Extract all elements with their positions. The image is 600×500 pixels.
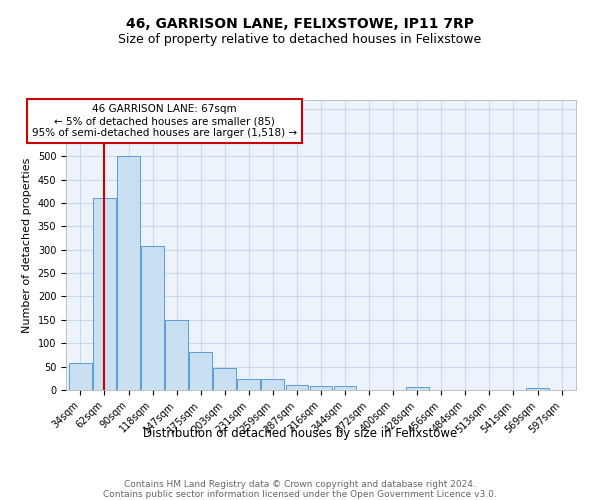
Bar bbox=[238, 379, 260, 390]
Bar bbox=[526, 388, 549, 390]
Bar bbox=[214, 368, 236, 390]
Text: 46, GARRISON LANE, FELIXSTOWE, IP11 7RP: 46, GARRISON LANE, FELIXSTOWE, IP11 7RP bbox=[126, 18, 474, 32]
Text: Contains HM Land Registry data © Crown copyright and database right 2024.
Contai: Contains HM Land Registry data © Crown c… bbox=[103, 480, 497, 500]
Bar bbox=[310, 386, 332, 390]
Text: 46 GARRISON LANE: 67sqm
← 5% of detached houses are smaller (85)
95% of semi-det: 46 GARRISON LANE: 67sqm ← 5% of detached… bbox=[32, 104, 297, 138]
Bar bbox=[286, 385, 308, 390]
Text: Distribution of detached houses by size in Felixstowe: Distribution of detached houses by size … bbox=[143, 428, 457, 440]
Bar bbox=[141, 246, 164, 390]
Bar bbox=[165, 320, 188, 390]
Bar bbox=[262, 379, 284, 390]
Bar bbox=[69, 364, 92, 390]
Bar bbox=[189, 352, 212, 390]
Bar bbox=[406, 387, 428, 390]
Bar bbox=[334, 386, 356, 390]
Bar bbox=[117, 156, 140, 390]
Y-axis label: Number of detached properties: Number of detached properties bbox=[22, 158, 32, 332]
Text: Size of property relative to detached houses in Felixstowe: Size of property relative to detached ho… bbox=[118, 32, 482, 46]
Bar bbox=[93, 198, 116, 390]
